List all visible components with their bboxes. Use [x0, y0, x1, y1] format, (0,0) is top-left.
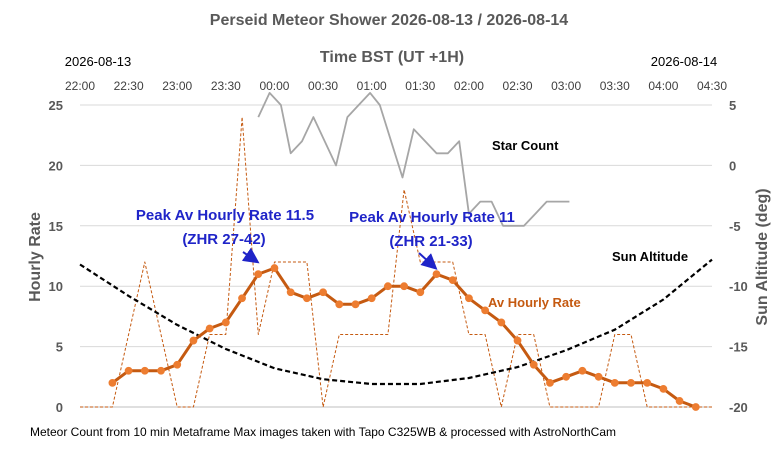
series-layer: [79, 92, 713, 411]
x-tick-0030: 00:30: [308, 79, 338, 93]
series-line-10-min-count: [80, 116, 712, 408]
label-sun-altitude: Sun Altitude: [612, 249, 688, 264]
x-tick-0100: 01:00: [357, 79, 387, 93]
y2-tick--10: -10: [729, 279, 748, 294]
point-av-hourly-rate-6: [205, 324, 214, 333]
y-tick-0: 0: [56, 400, 63, 415]
peak2-label-line1: Peak Av Hourly Rate 11: [349, 209, 515, 226]
point-av-hourly-rate-29: [578, 366, 587, 375]
point-av-hourly-rate-13: [319, 288, 327, 297]
y-tick-labels: 0 5 10 15 20 25: [49, 98, 63, 415]
peak1-label-line1: Peak Av Hourly Rate 11.5: [136, 207, 314, 224]
x-tick-0300: 03:00: [551, 79, 581, 93]
x-tick-0330: 03:30: [600, 79, 630, 93]
date-right: 2026-08-14: [651, 54, 718, 69]
point-av-hourly-rate-4: [173, 360, 182, 369]
y2-tick-5: 5: [729, 98, 736, 113]
point-av-hourly-rate-34: [659, 384, 668, 393]
point-av-hourly-rate-15: [351, 300, 360, 309]
point-av-hourly-rate-10: [270, 264, 279, 272]
point-av-hourly-rate-30: [594, 372, 603, 381]
y2-axis-title: Sun Altitude (deg): [754, 188, 771, 325]
point-av-hourly-rate-14: [335, 300, 344, 309]
x-tick-2200: 22:00: [65, 79, 95, 93]
point-av-hourly-rate-1: [124, 366, 133, 375]
x-tick-0000: 00:00: [259, 79, 289, 93]
point-av-hourly-rate-27: [546, 378, 554, 387]
y2-tick-labels: -20 -15 -10 -5 0 5: [729, 98, 748, 415]
point-av-hourly-rate-32: [627, 378, 635, 387]
x-tick-labels: 22:00 22:30 23:00 23:30 00:00 00:30 01:00 01:30…: [65, 79, 727, 93]
point-av-hourly-rate-31: [610, 378, 619, 387]
peak-arrows: [241, 247, 438, 270]
y-tick-5: 5: [56, 340, 63, 355]
y-axis-title: Hourly Rate: [27, 212, 44, 302]
point-av-hourly-rate-26: [529, 360, 538, 369]
x-tick-2330: 23:30: [211, 79, 241, 93]
x-axis-title: Time BST (UT +1H): [320, 49, 464, 66]
x-tick-2230: 22:30: [114, 79, 144, 93]
point-av-hourly-rate-28: [562, 372, 571, 381]
x-tick-0130: 01:30: [405, 79, 435, 93]
point-av-hourly-rate-35: [675, 397, 684, 405]
y-tick-20: 20: [49, 158, 63, 173]
point-av-hourly-rate-9: [254, 270, 263, 279]
point-av-hourly-rate-3: [157, 366, 165, 375]
y-tick-15: 15: [49, 219, 63, 234]
y2-tick--5: -5: [729, 219, 741, 234]
point-av-hourly-rate-33: [643, 378, 652, 387]
series-line-star-count: [257, 92, 570, 227]
point-av-hourly-rate-21: [448, 276, 457, 285]
x-tick-0230: 02:30: [503, 79, 533, 93]
point-av-hourly-rate-36: [691, 403, 700, 411]
peak2-arrow: [418, 252, 438, 270]
chart-title: Perseid Meteor Shower 2026-08-13 / 2026-…: [210, 12, 569, 29]
point-av-hourly-rate-16: [367, 294, 376, 303]
point-av-hourly-rate-20: [432, 270, 441, 279]
point-av-hourly-rate-19: [416, 288, 425, 297]
point-av-hourly-rate-22: [465, 294, 473, 303]
point-av-hourly-rate-24: [497, 318, 506, 327]
peak1-arrow: [241, 247, 260, 264]
series-line-sun-altitude: [79, 258, 713, 386]
point-av-hourly-rate-25: [513, 336, 522, 345]
point-av-hourly-rate-8: [238, 294, 246, 303]
y2-tick-0: 0: [729, 158, 736, 173]
x-tick-0430: 04:30: [697, 79, 727, 93]
y-tick-10: 10: [49, 279, 63, 294]
label-star-count: Star Count: [492, 138, 559, 153]
point-av-hourly-rate-12: [302, 294, 311, 303]
x-tick-0200: 02:00: [454, 79, 484, 93]
y-tick-25: 25: [49, 98, 63, 113]
x-tick-2300: 23:00: [162, 79, 192, 93]
date-left: 2026-08-13: [65, 54, 132, 69]
label-av-hourly-rate: Av Hourly Rate: [488, 295, 581, 310]
point-av-hourly-rate-23: [481, 306, 490, 315]
point-av-hourly-rate-17: [383, 282, 392, 291]
point-av-hourly-rate-11: [286, 288, 295, 297]
peak2-label-line2: (ZHR 21-33): [389, 233, 472, 250]
point-av-hourly-rate-0: [108, 378, 117, 387]
point-av-hourly-rate-5: [189, 336, 198, 345]
point-av-hourly-rate-7: [221, 318, 230, 327]
point-av-hourly-rate-18: [400, 282, 409, 291]
x-tick-0400: 04:00: [648, 79, 678, 93]
y2-tick--15: -15: [729, 340, 748, 355]
peak1-label-line2: (ZHR 27-42): [182, 231, 265, 248]
y2-tick--20: -20: [729, 400, 748, 415]
chart-caption: Meteor Count from 10 min Metaframe Max i…: [30, 425, 616, 439]
point-av-hourly-rate-2: [140, 366, 149, 375]
